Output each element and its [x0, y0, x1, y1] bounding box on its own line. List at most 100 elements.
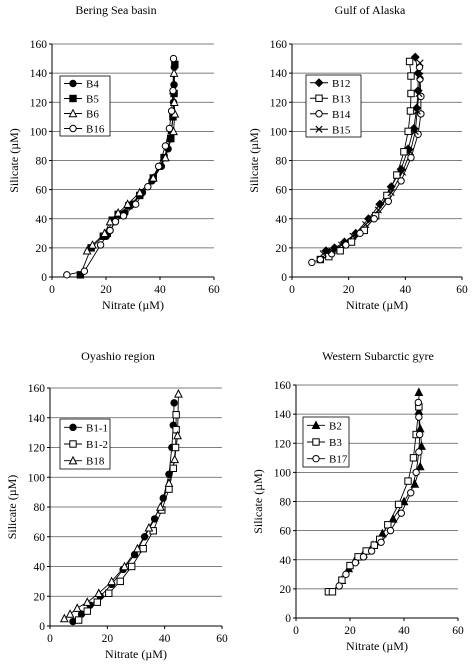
- x-tick-label: 60: [208, 284, 220, 296]
- data-point-b15: [406, 148, 415, 156]
- data-point-b17: [335, 582, 343, 590]
- y-axis-title: Silicate (µM): [7, 128, 21, 193]
- x-tick-label: 60: [452, 625, 464, 637]
- data-point-b15: [413, 107, 421, 115]
- data-point-b1-2: [128, 562, 136, 571]
- data-point-b13: [407, 89, 415, 98]
- data-point-b12: [410, 52, 420, 62]
- x-tick-label: 20: [343, 284, 355, 296]
- legend-label: B1-1: [86, 422, 108, 434]
- legend-marker-b13: [315, 94, 323, 102]
- data-point-b13: [405, 57, 414, 66]
- data-point-b2: [417, 441, 426, 450]
- data-point-b14: [397, 177, 405, 185]
- data-point-b14: [308, 258, 316, 267]
- y-tick-label: 140: [274, 409, 292, 421]
- y-tick-label: 40: [36, 214, 48, 226]
- legend-marker-b18: [68, 455, 78, 465]
- legend-marker-b16: [69, 124, 77, 133]
- legend-marker-b1-1: [69, 423, 77, 432]
- data-point-b3: [404, 477, 412, 485]
- data-point-b15: [411, 127, 419, 135]
- y-tick-label: 160: [270, 39, 288, 51]
- data-point-b5: [76, 271, 85, 279]
- y-tick-label: 120: [274, 438, 292, 450]
- data-point-b15: [328, 247, 336, 255]
- x-tick-label: 40: [154, 284, 166, 296]
- data-point-b12: [375, 199, 385, 209]
- legend-label: B14: [332, 109, 351, 121]
- y-tick-label: 100: [270, 126, 288, 138]
- data-point-b14: [316, 255, 325, 264]
- data-point-b17: [377, 538, 385, 546]
- y-tick-label: 0: [41, 272, 47, 284]
- y-tick-label: 20: [36, 243, 48, 255]
- y-tick-label: 60: [280, 526, 292, 538]
- data-point-b3: [338, 576, 346, 584]
- data-point-b1-2: [105, 589, 113, 597]
- series-line-b2: [341, 392, 423, 581]
- legend-label: B4: [86, 79, 99, 91]
- data-point-b1-1: [165, 470, 173, 478]
- data-point-b14: [384, 197, 393, 205]
- data-point-b13: [406, 107, 415, 115]
- data-point-b6: [169, 97, 179, 106]
- legend: B12 B13 B14 B15: [305, 74, 362, 138]
- data-point-b1-2: [74, 616, 83, 624]
- data-point-b6: [100, 228, 110, 238]
- legend-box: [305, 74, 362, 138]
- data-point-b6: [88, 240, 97, 249]
- data-point-b17: [415, 448, 423, 456]
- data-point-b14: [370, 215, 378, 223]
- data-point-b17: [414, 398, 423, 407]
- data-point-b16: [111, 217, 120, 226]
- y-tick-label: 0: [39, 621, 45, 633]
- x-tick-label: 20: [102, 633, 114, 645]
- y-tick-label: 80: [280, 497, 292, 509]
- data-point-b3: [328, 588, 337, 596]
- data-point-b16: [169, 54, 178, 63]
- y-tick-label: 100: [274, 467, 292, 479]
- data-point-b1-2: [172, 425, 180, 434]
- legend-label: B3: [329, 437, 342, 449]
- data-point-b18: [59, 613, 69, 623]
- legend-label: B2: [329, 420, 342, 432]
- x-tick-label: 0: [49, 284, 55, 296]
- data-point-b6: [135, 187, 145, 197]
- data-point-b15: [416, 59, 424, 67]
- legend-marker-b4: [69, 79, 77, 88]
- data-point-b17: [342, 570, 350, 579]
- data-point-b12: [386, 182, 396, 192]
- data-point-b18: [164, 478, 174, 487]
- y-tick-label: 20: [276, 243, 288, 255]
- data-point-b17: [386, 526, 395, 535]
- data-point-b1-2: [165, 485, 173, 493]
- data-point-b3: [370, 541, 379, 549]
- legend: B1-1 B1-2 B18: [59, 418, 111, 470]
- data-point-b15: [319, 250, 327, 258]
- data-point-b1-2: [116, 577, 124, 586]
- data-point-b17: [407, 489, 415, 497]
- data-point-b1-1: [150, 515, 159, 523]
- data-point-b16: [144, 183, 152, 191]
- data-point-b18: [120, 561, 129, 571]
- data-point-b17: [415, 430, 424, 439]
- data-point-b18: [65, 609, 75, 618]
- data-point-b13: [400, 148, 408, 156]
- data-point-b17: [351, 558, 360, 567]
- data-point-b17: [367, 547, 376, 555]
- legend-marker-b6: [68, 108, 78, 118]
- legend-label: B12: [332, 78, 350, 90]
- data-point-b14: [417, 92, 425, 101]
- x-tick-label: 20: [344, 625, 356, 637]
- data-point-b16: [119, 212, 128, 220]
- data-point-b16: [169, 86, 177, 95]
- data-point-b18: [155, 502, 165, 511]
- data-point-b16: [106, 226, 114, 235]
- y-tick-label: 20: [280, 584, 292, 596]
- legend-label: B6: [86, 109, 99, 121]
- data-point-b16: [132, 200, 140, 208]
- data-point-b15: [362, 220, 370, 229]
- data-point-b1-1: [140, 533, 149, 541]
